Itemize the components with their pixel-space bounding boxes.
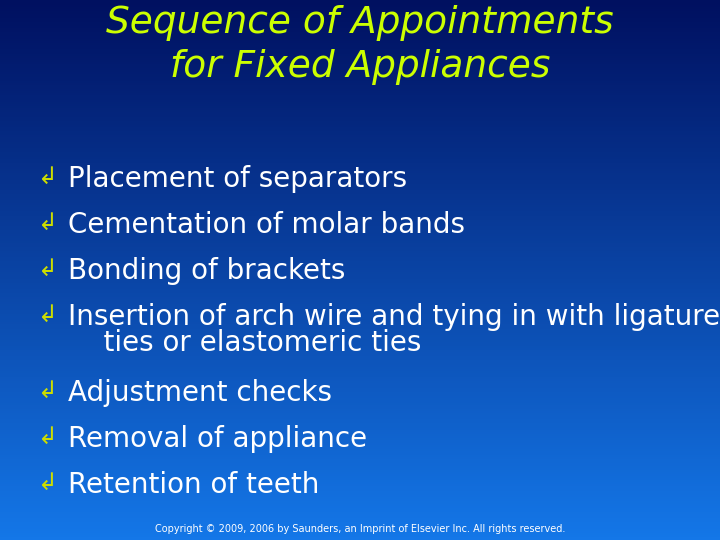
Text: ↲: ↲: [38, 257, 58, 281]
Text: ↲: ↲: [38, 379, 58, 403]
Text: ↲: ↲: [38, 471, 58, 495]
Text: Insertion of arch wire and tying in with ligature: Insertion of arch wire and tying in with…: [68, 303, 720, 331]
Text: Copyright © 2009, 2006 by Saunders, an Imprint of Elsevier Inc. All rights reser: Copyright © 2009, 2006 by Saunders, an I…: [155, 524, 565, 534]
Text: Adjustment checks: Adjustment checks: [68, 379, 332, 407]
Text: ties or elastomeric ties: ties or elastomeric ties: [68, 329, 421, 357]
Text: Bonding of brackets: Bonding of brackets: [68, 257, 346, 285]
Text: Sequence of Appointments
for Fixed Appliances: Sequence of Appointments for Fixed Appli…: [106, 5, 614, 85]
Text: Cementation of molar bands: Cementation of molar bands: [68, 211, 465, 239]
Text: ↲: ↲: [38, 425, 58, 449]
Text: Placement of separators: Placement of separators: [68, 165, 407, 193]
Text: Removal of appliance: Removal of appliance: [68, 425, 367, 453]
Text: ↲: ↲: [38, 303, 58, 327]
Text: ↲: ↲: [38, 165, 58, 189]
Text: Retention of teeth: Retention of teeth: [68, 471, 320, 499]
Text: ↲: ↲: [38, 211, 58, 235]
